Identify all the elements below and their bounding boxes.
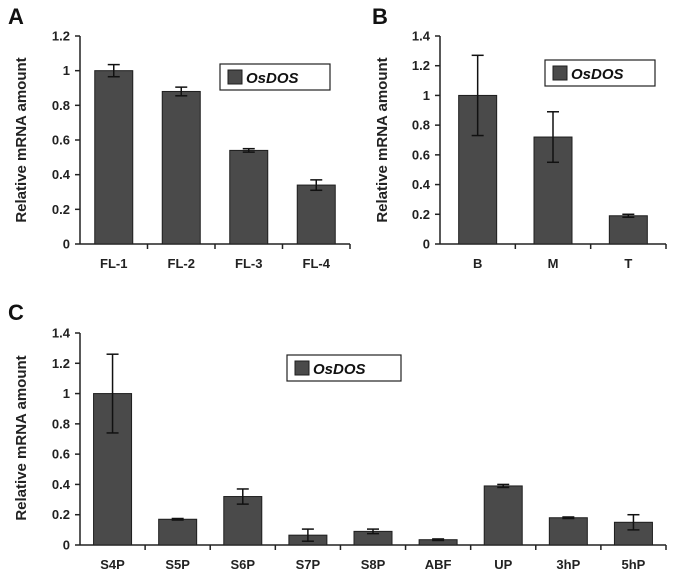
- panel-a-y-tick-label: 1.2: [52, 29, 70, 44]
- panel-b-label: B: [372, 4, 388, 29]
- panel-c-y-tick-label: 0.8: [52, 416, 70, 431]
- panel-a-y-tick-label: 0: [63, 237, 70, 252]
- panel-a-bar: [296, 184, 336, 245]
- panel-a-y-tick-label: 0.2: [52, 202, 70, 217]
- panel-b-bar: [608, 215, 648, 245]
- panel-c-y-tick-label: 0.6: [52, 447, 70, 462]
- panel-a-bar: [229, 149, 269, 245]
- panel-a-legend-label: OsDOS: [246, 70, 299, 87]
- panel-b-y-tick-label: 1: [423, 88, 430, 103]
- panel-b-x-tick-label: B: [473, 256, 482, 271]
- panel-c-x-tick-label: S6P: [230, 557, 255, 572]
- panel-a-bar: [161, 90, 201, 245]
- panel-a-x-tick-label: FL-1: [100, 256, 127, 271]
- panel-b-legend-swatch: [552, 65, 568, 81]
- panel-b-y-tick-label: 1.2: [412, 58, 430, 73]
- panel-c-x-tick-label: S7P: [296, 557, 321, 572]
- panel-a-legend-swatch: [227, 69, 243, 85]
- panel-c-y-tick-label: 1.4: [52, 326, 71, 341]
- panel-c-x-tick-label: S5P: [165, 557, 190, 572]
- panel-b-y-tick-label: 0.8: [412, 118, 430, 133]
- panel-c-legend-box: [286, 354, 402, 382]
- panel-c-bar: [158, 518, 198, 546]
- panel-c-y-tick-label: 0.4: [52, 477, 71, 492]
- panel-c-x-tick-label: UP: [494, 557, 512, 572]
- panel-a-y-tick-label: 0.8: [52, 98, 70, 113]
- panel-b-y-tick-label: 0: [423, 237, 430, 252]
- panel-c-bar: [483, 485, 523, 546]
- panel-c-legend-label: OsDOS: [313, 361, 366, 378]
- panel-c-x-tick-label: 5hP: [622, 557, 646, 572]
- panel-a-x-tick-label: FL-3: [235, 256, 262, 271]
- panel-a-y-tick-label: 1: [63, 63, 70, 78]
- panel-c-y-tick-label: 1: [63, 386, 70, 401]
- panel-c-x-tick-label: 3hP: [556, 557, 580, 572]
- panel-b-y-tick-label: 0.2: [412, 207, 430, 222]
- panel-b-legend-label: OsDOS: [571, 66, 624, 83]
- panel-b-y-tick-label: 0.4: [412, 177, 431, 192]
- panel-c-x-tick-label: ABF: [425, 557, 452, 572]
- panel-c-y-axis-title: Relative mRNA amount: [13, 355, 30, 520]
- panel-c-x-tick-label: S4P: [100, 557, 125, 572]
- panel-b-x-tick-label: M: [548, 256, 559, 271]
- panel-c-legend-swatch: [294, 360, 310, 376]
- panel-b-y-tick-label: 0.6: [412, 147, 430, 162]
- panel-c-bar: [548, 517, 588, 546]
- panel-b-y-tick-label: 1.4: [412, 29, 431, 44]
- panel-c-y-tick-label: 1.2: [52, 356, 70, 371]
- panel-a-y-tick-label: 0.6: [52, 133, 70, 148]
- panel-a-label: A: [8, 4, 24, 29]
- panel-b-x-tick-label: T: [624, 256, 632, 271]
- panel-b-y-axis-title: Relative mRNA amount: [374, 57, 391, 222]
- panel-a-x-tick-label: FL-2: [168, 256, 195, 271]
- panel-a-y-tick-label: 0.4: [52, 167, 71, 182]
- panel-a-y-axis-title: Relative mRNA amount: [13, 57, 30, 222]
- panel-c-y-tick-label: 0: [63, 538, 70, 553]
- panel-a-bar: [94, 70, 134, 245]
- panel-a-x-tick-label: FL-4: [303, 256, 331, 271]
- panel-c-x-tick-label: S8P: [361, 557, 386, 572]
- panel-c-y-tick-label: 0.2: [52, 507, 70, 522]
- panel-c-label: C: [8, 300, 24, 325]
